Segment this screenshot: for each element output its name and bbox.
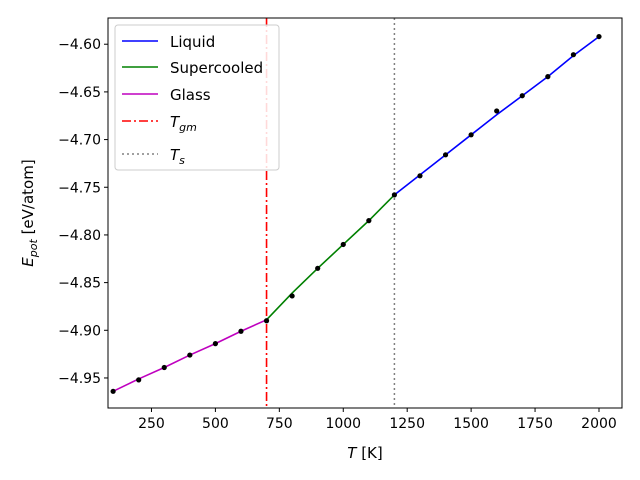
- y-axis-label: Epot [eV/atom]: [19, 159, 40, 266]
- y-tick-label-0: −4.95: [58, 371, 101, 387]
- legend-label-ts: Ts: [170, 146, 185, 167]
- y-axis-label-unit: [eV/atom]: [19, 159, 37, 239]
- data-point-300: [161, 364, 167, 371]
- data-point-200: [136, 377, 142, 383]
- legend-label-tgm: Tgm: [170, 113, 197, 134]
- y-tick-label-5: −4.70: [58, 133, 101, 149]
- data-point-800: [289, 293, 295, 299]
- series-line-supercooled: [265, 194, 395, 321]
- data-point-100: [110, 388, 116, 394]
- data-point-1500: [468, 132, 474, 138]
- x-tick-label-1250: 1250: [389, 416, 425, 432]
- data-point-2000: [596, 33, 602, 40]
- x-axis: 250 500 750 1000 1250 1500 1750 2000: [138, 408, 617, 432]
- x-tick-label-1500: 1500: [453, 416, 489, 432]
- data-point-500: [212, 341, 219, 347]
- data-point-1700: [519, 93, 525, 99]
- data-point-1900: [570, 52, 577, 58]
- x-tick-label-500: 500: [202, 416, 229, 432]
- axes-frame: [107, 17, 623, 409]
- series-line-liquid: [393, 35, 600, 196]
- legend-label-liquid: Liquid: [170, 33, 215, 51]
- data-point-400: [187, 352, 193, 358]
- x-axis-label: T [K]: [347, 444, 382, 462]
- x-axis-label-unit: [K]: [356, 444, 382, 462]
- legend-frame: [114, 24, 280, 171]
- y-tick-label-1: −4.90: [58, 323, 101, 339]
- data-point-1000: [340, 241, 346, 248]
- legend-label-supercooled: Supercooled: [170, 59, 263, 77]
- y-tick-label-7: −4.60: [58, 37, 101, 53]
- data-point-600: [238, 328, 244, 334]
- y-axis-label-sub: pot: [27, 239, 40, 259]
- y-tick-label-3: −4.80: [58, 228, 101, 244]
- data-point-900: [315, 265, 321, 271]
- x-tick-label-1750: 1750: [517, 416, 553, 432]
- data-point-1600: [494, 108, 500, 114]
- y-tick-label-6: −4.65: [58, 85, 101, 101]
- x-tick-label-1000: 1000: [325, 416, 361, 432]
- x-tick-label-2000: 2000: [581, 416, 617, 432]
- y-tick-label-4: −4.75: [58, 180, 101, 196]
- data-point-1200: [391, 192, 398, 198]
- data-point-700: [263, 318, 270, 324]
- legend: Liquid Supercooled Glass Tgm Ts: [114, 24, 280, 171]
- data-point-1100: [366, 218, 372, 224]
- y-axis: −4.95 −4.90 −4.85 −4.80 −4.75 −4.70 −4.65 −4.60: [58, 37, 108, 387]
- x-tick-label-250: 250: [138, 416, 165, 432]
- x-tick-label-750: 750: [266, 416, 293, 432]
- y-axis-label-main: E: [19, 257, 37, 267]
- data-point-1800: [545, 74, 551, 80]
- data-point-1400: [442, 152, 449, 158]
- data-point-1300: [417, 173, 423, 179]
- legend-label-glass: Glass: [170, 86, 211, 104]
- y-tick-label-2: −4.85: [58, 276, 101, 292]
- x-axis-label-main: T: [347, 444, 358, 462]
